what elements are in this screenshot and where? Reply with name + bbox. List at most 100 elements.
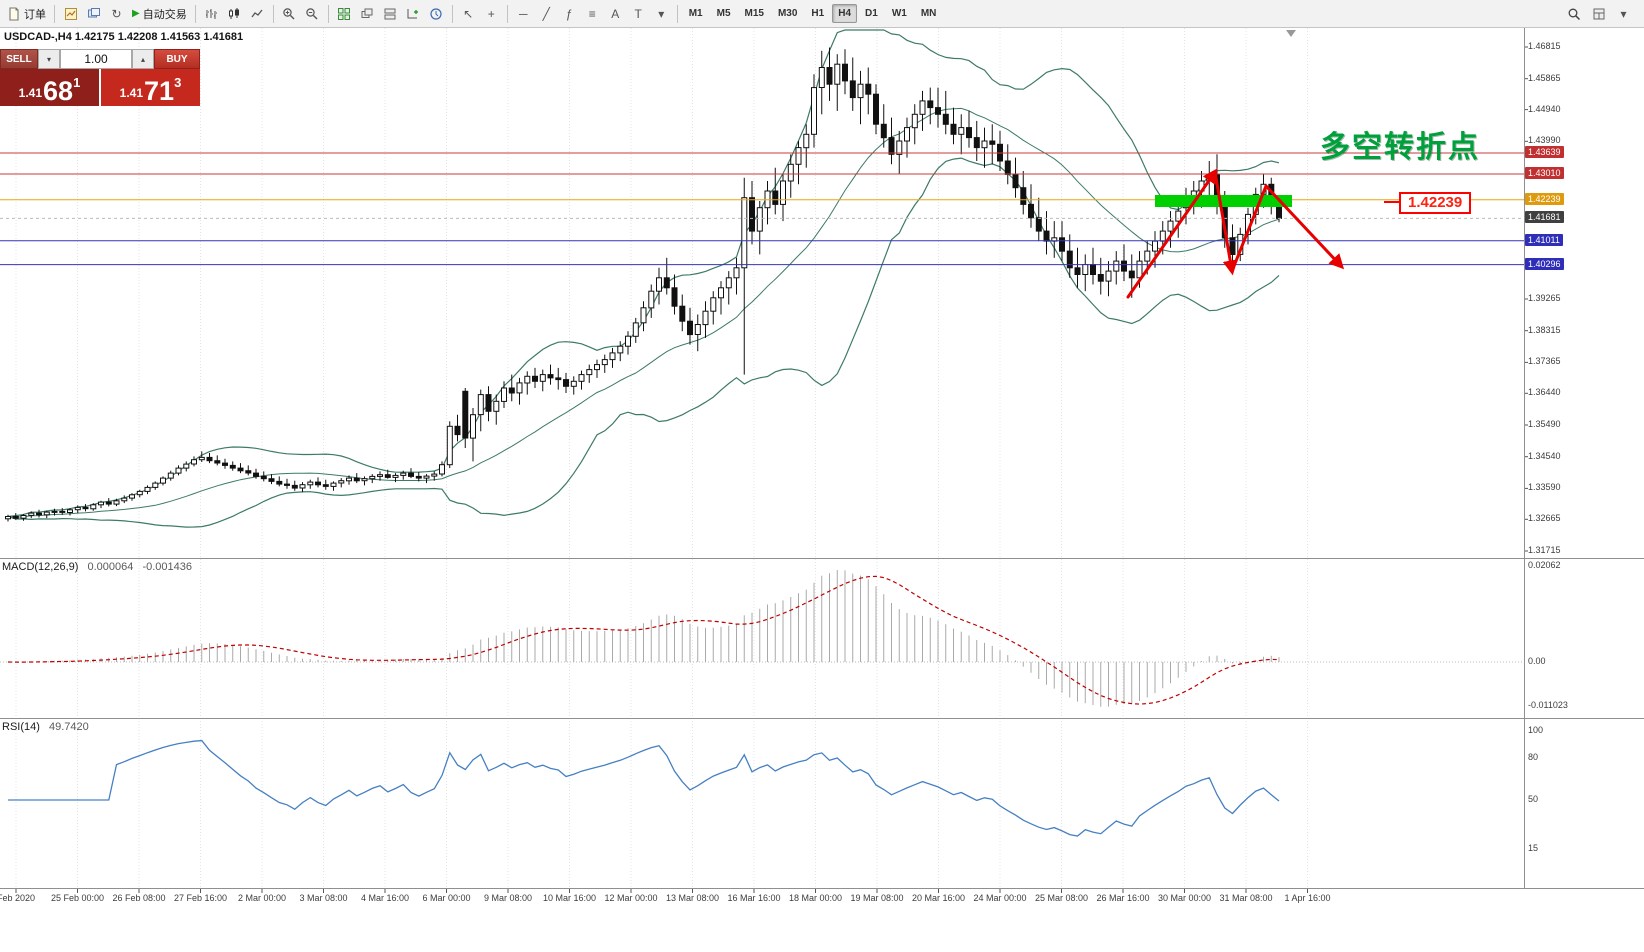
buy-price-pips: 3 [174, 75, 182, 90]
date-axis-label: 27 Feb 16:00 [173, 893, 228, 903]
price-tag[interactable]: 1.41011 [1525, 233, 1563, 246]
cursor-tool-button[interactable]: ↖ [457, 2, 480, 25]
search-button[interactable] [1562, 2, 1585, 25]
layouts-button[interactable] [1587, 2, 1610, 25]
timeframe-button-W1[interactable]: W1 [886, 4, 913, 23]
sell-price-panel[interactable]: 1.41 68 1 [0, 69, 99, 106]
autotrading-label: 自动交易 [142, 8, 187, 21]
date-axis-label: 12 Mar 00:00 [604, 893, 658, 903]
new-order-button[interactable]: 订单 [3, 2, 50, 25]
rsi-axis-label: 100 [1528, 725, 1544, 735]
date-axis-label: 16 Mar 16:00 [727, 893, 781, 903]
macd-name: MACD(12,26,9) [2, 561, 79, 573]
price-axis-label: 1.31715 [1528, 545, 1561, 555]
horizontal-line-tool-button[interactable]: ─ [512, 2, 535, 25]
rsi-axis-label: 80 [1528, 752, 1539, 762]
tile-horizontal-button[interactable] [379, 2, 402, 25]
chart-ohlc-title: USDCAD-,H4 1.42175 1.42208 1.41563 1.416… [4, 31, 244, 43]
label-tool-button[interactable]: T [627, 2, 650, 25]
timeframe-button-M15[interactable]: M15 [739, 4, 770, 23]
price-axis-label: 1.36440 [1528, 387, 1561, 398]
clock-icon [430, 7, 442, 20]
trendline-icon: ╱ [542, 6, 550, 21]
zigzag-arrow-segment[interactable] [1213, 170, 1238, 276]
text-tool-button[interactable]: A [604, 2, 627, 25]
fibonacci-tool-button[interactable]: ƒ [558, 2, 581, 25]
price-tag[interactable]: 1.40296 [1525, 257, 1564, 270]
objects-icon: ≡ [588, 6, 596, 21]
zigzag-arrow-segment[interactable] [1264, 184, 1345, 270]
profiles-icon [87, 7, 100, 17]
buy-price-panel[interactable]: 1.41 71 3 [101, 69, 200, 106]
highlight-zone[interactable] [1155, 195, 1292, 207]
toolbar-overflow-button[interactable]: ▾ [1612, 2, 1635, 25]
price-tag[interactable]: 1.42239 [1525, 192, 1564, 205]
price-axis-label: 1.44940 [1528, 103, 1561, 114]
buy-button[interactable]: BUY [154, 49, 200, 69]
price-tag[interactable]: 1.43639 [1525, 146, 1564, 158]
price-axis-label: 1.32665 [1528, 513, 1561, 524]
price-axis-separator [1524, 28, 1525, 889]
zoom-in-button[interactable] [278, 2, 301, 25]
date-axis-label: 4 Mar 16:00 [360, 893, 410, 903]
period-clock-button[interactable] [425, 2, 448, 25]
date-axis-label: 24 Mar 00:00 [973, 893, 1027, 903]
timeframe-button-D1[interactable]: D1 [859, 4, 884, 23]
timeframe-button-M30[interactable]: M30 [772, 4, 803, 23]
tile-windows-button[interactable] [333, 2, 356, 25]
timeframe-button-MN[interactable]: MN [915, 4, 943, 23]
macd-value-signal: -0.001436 [142, 561, 192, 573]
refresh-button[interactable]: ↻ [105, 2, 128, 25]
volume-input[interactable] [60, 49, 132, 69]
turning-point-annotation[interactable]: 多空转折点 [1320, 131, 1480, 164]
toolbar-separator [451, 4, 453, 23]
timeframe-button-H1[interactable]: H1 [805, 4, 830, 23]
chevron-down-icon: ▾ [1620, 6, 1627, 21]
autotrading-button[interactable]: ▶ 自动交易 [128, 2, 191, 25]
candlestick-mode-button[interactable] [223, 2, 246, 25]
add-chart-button[interactable] [402, 2, 425, 25]
date-axis-label: 9 Mar 08:00 [483, 893, 533, 903]
chart-shift-marker[interactable] [1286, 30, 1296, 37]
one-click-trading-panel: SELL ▾ ▴ BUY 1.41 68 1 1.41 71 3 [0, 49, 200, 106]
volume-decrease-button[interactable]: ▾ [38, 49, 60, 69]
date-axis-label: 26 Mar 16:00 [1096, 893, 1150, 903]
objects-list-button[interactable]: ≡ [581, 2, 604, 25]
new-chart-button[interactable] [59, 2, 82, 25]
sell-price-main: 68 [43, 76, 74, 106]
date-axis-label: 19 Mar 08:00 [850, 893, 904, 903]
price-tag[interactable]: 1.43010 [1525, 167, 1564, 179]
line-chart-mode-button[interactable] [246, 2, 269, 25]
bar-chart-mode-button[interactable] [200, 2, 223, 25]
sell-price-prefix: 1.41 [18, 86, 43, 100]
date-axis-label: 6 Mar 00:00 [422, 893, 471, 903]
shapes-dropdown-button[interactable]: ▾ [650, 2, 673, 25]
sell-button[interactable]: SELL [0, 49, 38, 69]
text-tool-icon: A [611, 6, 620, 21]
zigzag-arrow-segment[interactable] [1126, 168, 1218, 299]
profiles-button[interactable] [82, 2, 105, 25]
trendline-tool-button[interactable]: ╱ [535, 2, 558, 25]
date-axis-label: 20 Mar 16:00 [911, 893, 966, 903]
bar-chart-icon [206, 8, 218, 19]
timeframe-button-H4[interactable]: H4 [832, 4, 858, 23]
volume-increase-button[interactable]: ▴ [132, 49, 154, 69]
date-axis-label: 26 Feb 08:00 [112, 893, 166, 903]
new-chart-icon [64, 7, 77, 20]
price-tag[interactable]: 1.41681 [1525, 211, 1564, 224]
rsi-indicator-label: RSI(14) 49.7420 [2, 721, 89, 733]
add-chart-icon [407, 8, 419, 18]
timeframe-button-M5[interactable]: M5 [711, 4, 737, 23]
rsi-axis-label: 50 [1528, 794, 1539, 804]
price-callout-label[interactable]: 1.42239 [1399, 192, 1472, 214]
timeframe-button-M1[interactable]: M1 [683, 4, 709, 23]
date-axis-label: 13 Mar 08:00 [665, 893, 720, 903]
zigzag-arrow-segment[interactable] [1230, 184, 1268, 273]
cascade-windows-button[interactable] [356, 2, 379, 25]
crosshair-tool-button[interactable]: + [480, 2, 503, 25]
panel-separator [0, 718, 1644, 719]
zoom-out-button[interactable] [301, 2, 324, 25]
macd-plot [0, 570, 1524, 707]
chart-objects[interactable] [0, 30, 1524, 299]
